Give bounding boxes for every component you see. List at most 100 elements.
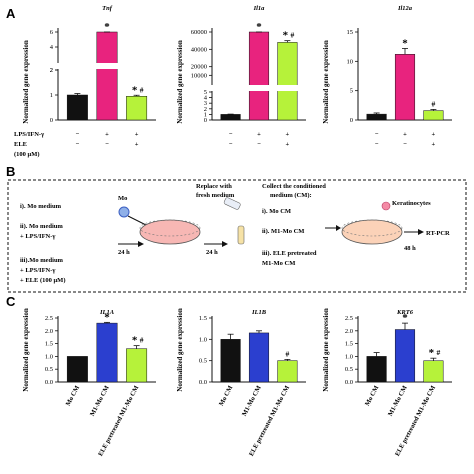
replace-title-2: fresh medium	[196, 192, 235, 199]
y-tick-label: 0	[204, 117, 207, 124]
y-tick-label: 1.5	[45, 341, 53, 348]
dish-rim-2	[341, 219, 403, 237]
y-tick-label: 1	[204, 111, 207, 118]
x-category-label: M1-Mo CM	[89, 385, 111, 418]
bar	[220, 339, 241, 383]
y-tick-label: 2	[204, 106, 207, 113]
sign-lps: +	[286, 131, 290, 138]
sign-lps: +	[432, 131, 436, 138]
schematic-panel: i). Mo medium ii). Mo medium + LPS/IFN-γ…	[7, 179, 467, 293]
cm-item-3b: M1-Mo CM	[262, 260, 295, 267]
significance-hash: #	[432, 99, 436, 108]
sign-ele: −	[403, 141, 407, 148]
arrowhead-1	[138, 241, 144, 247]
y-tick-label: 3	[204, 100, 207, 107]
bar-break	[66, 63, 89, 69]
bar	[96, 322, 118, 383]
arrow-seed	[127, 215, 149, 227]
y-axis-label: Normalized gene expression	[176, 308, 184, 392]
bar	[66, 94, 88, 121]
sign-ele: +	[432, 141, 436, 148]
sign-lps: +	[105, 131, 109, 138]
sign-ele: −	[105, 141, 109, 148]
y-tick-label: 4	[204, 95, 208, 102]
x-category-label: Mo CM	[364, 385, 380, 408]
time-label-3: 48 h	[404, 245, 416, 252]
y-tick-label: 2	[50, 67, 53, 74]
schematic-item-2: ii). Mo medium	[20, 223, 63, 230]
y-tick-label: 0	[50, 117, 53, 124]
y-tick-label: 0.0	[345, 379, 353, 386]
panel-letter-b: B	[6, 164, 15, 179]
y-tick-label: 60000	[191, 29, 207, 36]
bar	[248, 31, 270, 121]
chart-title: Tnf	[102, 5, 113, 12]
dish-icon-2	[341, 219, 403, 245]
tube-icon	[237, 225, 245, 245]
significance-star: *	[402, 312, 408, 324]
x-category-label: M1-Mo CM	[387, 385, 409, 418]
bar	[220, 114, 241, 121]
sign-lps: +	[403, 131, 407, 138]
sign-ele: −	[375, 141, 379, 148]
chart-title: Il1a	[253, 5, 266, 12]
y-tick-label: 2.0	[345, 328, 353, 335]
y-tick-label: 0	[350, 117, 353, 124]
y-tick-label: 20000	[191, 64, 207, 71]
chart-title: IL1B	[251, 309, 267, 316]
significance-star: *	[104, 21, 110, 33]
significance-hash: #	[286, 349, 290, 358]
y-tick-label: 0.0	[45, 379, 53, 386]
bar-break	[219, 85, 242, 91]
y-tick-label: 10	[347, 58, 354, 65]
y-axis-label: Normalized gene expression	[176, 40, 184, 124]
y-tick-label: 6	[50, 29, 54, 36]
monocyte-icon	[118, 206, 130, 218]
panel-letter-a: A	[6, 6, 16, 21]
sign-lps: +	[257, 131, 261, 138]
bar	[277, 360, 298, 383]
pipette-icon	[223, 197, 241, 210]
schematic-item-1: i). Mo medium	[20, 203, 62, 210]
significance-star: *	[429, 347, 435, 359]
x-category-label: Mo CM	[65, 385, 81, 408]
chart-IL1A: IL1A Normalized gene expression 0.0 0.5 1.0 1…	[22, 308, 156, 457]
keratinocyte-icon	[381, 201, 391, 211]
sign-lps: −	[76, 131, 80, 138]
significance-star: *	[402, 37, 408, 49]
bar	[66, 356, 88, 383]
bar	[394, 54, 416, 121]
sign-lps: −	[229, 131, 233, 138]
schematic-item-3b: + LPS/IFN-γ	[20, 267, 55, 274]
chart-il12a: Il12a Normalized gene expression 0 5 10 15 * #	[322, 5, 452, 124]
y-tick-label: 1.0	[345, 353, 353, 360]
rtpcr-label: RT-PCR	[426, 230, 450, 237]
arrowhead-2	[222, 241, 228, 247]
collect-title-1: Collect the conditioned	[262, 183, 326, 190]
monocyte-label: Mo	[118, 195, 127, 202]
schematic-item-2b: + LPS/IFN-γ	[20, 233, 55, 240]
bar	[423, 360, 444, 383]
y-tick-label: 2.5	[345, 315, 353, 322]
y-tick-label: 1.5	[345, 341, 353, 348]
chart-KRT6: KRT6 Normalized gene expression 0.0 0.5 1.0 1…	[322, 308, 452, 457]
x-category-label: Mo CM	[218, 385, 234, 408]
y-tick-label: 2.0	[45, 328, 53, 335]
y-tick-label: 0.5	[199, 358, 207, 365]
significance-star: *	[283, 30, 289, 42]
sign-ele: +	[286, 141, 290, 148]
collect-title-2: medium (CM):	[270, 192, 312, 199]
bar-break	[248, 85, 270, 91]
bar	[366, 113, 387, 121]
significance-hash: #	[437, 348, 441, 357]
y-tick-label: 2	[50, 67, 53, 74]
y-tick-label: 1.0	[45, 353, 53, 360]
y-tick-label: 40000	[191, 46, 207, 53]
significance-star: *	[132, 335, 138, 347]
significance-hash: #	[140, 85, 144, 94]
y-axis-label: Normalized gene expression	[22, 308, 30, 392]
y-axis-label: Normalized gene expression	[322, 308, 330, 392]
significance-star: *	[104, 311, 110, 323]
cm-item-2: ii). M1-Mo CM	[262, 228, 304, 235]
